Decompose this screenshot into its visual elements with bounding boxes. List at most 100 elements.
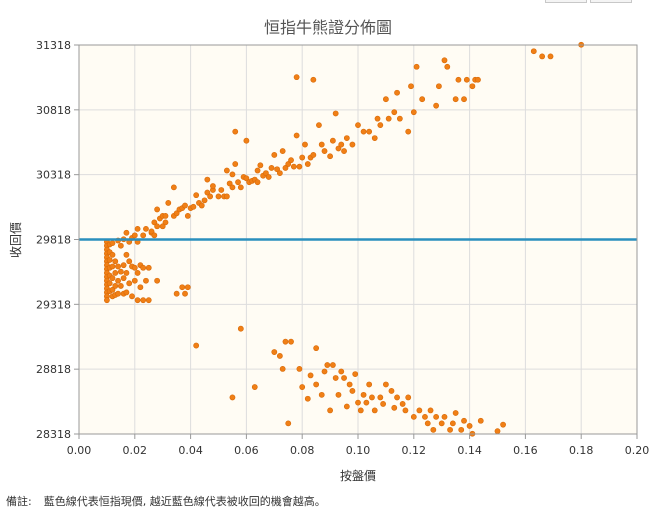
- data-point[interactable]: [162, 213, 169, 219]
- data-point[interactable]: [143, 225, 149, 232]
- data-point[interactable]: [126, 280, 133, 287]
- data-point[interactable]: [140, 264, 147, 271]
- data-point[interactable]: [436, 83, 442, 90]
- data-point[interactable]: [148, 228, 155, 235]
- data-point[interactable]: [159, 223, 166, 230]
- data-point[interactable]: [145, 297, 152, 304]
- data-point[interactable]: [184, 213, 191, 219]
- data-point[interactable]: [140, 297, 147, 304]
- data-point[interactable]: [279, 148, 286, 154]
- data-point[interactable]: [461, 417, 467, 424]
- data-point[interactable]: [232, 161, 239, 167]
- data-point[interactable]: [424, 420, 431, 427]
- data-point[interactable]: [441, 413, 448, 420]
- data-point[interactable]: [143, 277, 149, 284]
- data-point[interactable]: [123, 229, 130, 236]
- data-point[interactable]: [215, 193, 222, 200]
- data-point[interactable]: [268, 165, 275, 171]
- data-point[interactable]: [254, 179, 261, 186]
- data-point[interactable]: [380, 401, 387, 407]
- data-point[interactable]: [405, 128, 412, 135]
- data-point[interactable]: [151, 219, 158, 226]
- data-point[interactable]: [430, 426, 437, 433]
- data-point[interactable]: [290, 163, 297, 170]
- data-point[interactable]: [355, 399, 361, 406]
- data-point[interactable]: [433, 413, 440, 420]
- data-point[interactable]: [441, 57, 448, 64]
- data-point[interactable]: [377, 122, 384, 129]
- data-point[interactable]: [463, 76, 470, 83]
- data-point[interactable]: [109, 263, 116, 270]
- data-point[interactable]: [134, 225, 141, 232]
- data-point[interactable]: [452, 410, 459, 416]
- data-point[interactable]: [140, 232, 147, 239]
- data-point[interactable]: [475, 76, 481, 83]
- data-point[interactable]: [193, 342, 200, 349]
- data-point[interactable]: [154, 277, 161, 284]
- data-point[interactable]: [237, 184, 244, 191]
- data-point[interactable]: [410, 109, 417, 116]
- data-point[interactable]: [115, 263, 121, 270]
- data-point[interactable]: [120, 262, 127, 269]
- data-point[interactable]: [391, 404, 398, 411]
- data-point[interactable]: [343, 403, 350, 410]
- data-point[interactable]: [396, 115, 403, 122]
- data-point[interactable]: [360, 391, 367, 398]
- data-point[interactable]: [190, 203, 197, 210]
- data-point[interactable]: [299, 154, 306, 161]
- data-point[interactable]: [382, 96, 389, 103]
- data-point[interactable]: [109, 286, 116, 293]
- data-point[interactable]: [282, 338, 289, 345]
- data-point[interactable]: [327, 153, 333, 160]
- data-point[interactable]: [117, 242, 124, 249]
- data-point[interactable]: [399, 401, 406, 407]
- data-point[interactable]: [363, 399, 370, 406]
- data-point[interactable]: [204, 189, 211, 196]
- data-point[interactable]: [461, 96, 467, 103]
- data-point[interactable]: [288, 338, 294, 345]
- data-point[interactable]: [382, 381, 389, 388]
- data-point[interactable]: [369, 394, 375, 401]
- data-point[interactable]: [243, 137, 250, 144]
- data-point[interactable]: [394, 89, 400, 96]
- data-point[interactable]: [182, 290, 188, 297]
- data-point[interactable]: [154, 206, 161, 213]
- data-point[interactable]: [274, 166, 280, 173]
- data-point[interactable]: [288, 157, 294, 164]
- data-point[interactable]: [276, 353, 283, 359]
- data-point[interactable]: [374, 115, 381, 122]
- data-point[interactable]: [341, 375, 347, 381]
- data-point[interactable]: [165, 200, 172, 206]
- data-point[interactable]: [173, 290, 180, 297]
- data-point[interactable]: [316, 122, 322, 129]
- data-point[interactable]: [109, 240, 116, 247]
- data-point[interactable]: [223, 167, 230, 174]
- data-point[interactable]: [131, 264, 138, 271]
- data-point[interactable]: [332, 375, 339, 381]
- data-point[interactable]: [271, 152, 278, 158]
- data-point[interactable]: [366, 128, 373, 135]
- data-point[interactable]: [466, 423, 473, 429]
- data-point[interactable]: [223, 193, 230, 200]
- data-point[interactable]: [371, 407, 378, 414]
- data-point[interactable]: [494, 428, 501, 435]
- data-point[interactable]: [388, 388, 395, 394]
- data-point[interactable]: [539, 53, 546, 60]
- data-point[interactable]: [377, 394, 384, 401]
- data-point[interactable]: [455, 76, 462, 83]
- data-point[interactable]: [115, 277, 121, 284]
- data-point[interactable]: [310, 152, 317, 158]
- data-point[interactable]: [408, 83, 414, 90]
- data-point[interactable]: [218, 187, 225, 193]
- data-point[interactable]: [126, 258, 133, 265]
- data-point[interactable]: [112, 283, 119, 289]
- data-point[interactable]: [318, 141, 325, 148]
- data-point[interactable]: [293, 132, 300, 139]
- data-point[interactable]: [413, 63, 420, 70]
- data-point[interactable]: [104, 297, 110, 304]
- data-point[interactable]: [179, 284, 186, 291]
- data-point[interactable]: [385, 115, 392, 122]
- data-point[interactable]: [271, 349, 278, 355]
- data-point[interactable]: [469, 83, 476, 90]
- data-point[interactable]: [296, 366, 303, 372]
